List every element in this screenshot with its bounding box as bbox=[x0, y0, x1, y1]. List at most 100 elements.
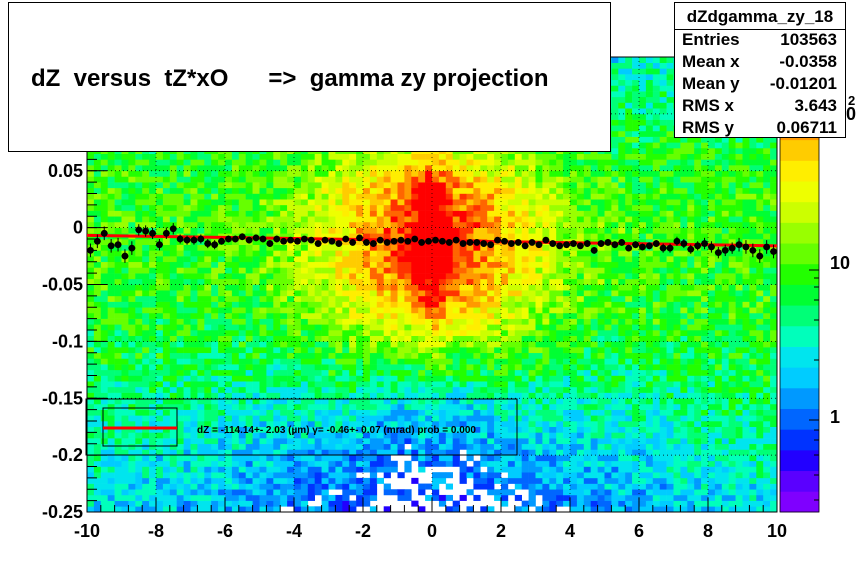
heatmap-cell bbox=[287, 159, 295, 166]
heatmap-cell bbox=[501, 330, 509, 336]
heatmap-cell bbox=[273, 483, 281, 490]
heatmap-cell bbox=[494, 455, 502, 462]
heatmap-cell bbox=[349, 438, 357, 445]
heatmap-cell bbox=[100, 193, 108, 200]
heatmap-cell bbox=[156, 295, 164, 302]
heatmap-cell bbox=[404, 176, 412, 183]
heatmap-cell bbox=[432, 426, 440, 433]
heatmap-cell bbox=[259, 426, 267, 433]
heatmap-cell bbox=[487, 256, 495, 263]
heatmap-cell bbox=[238, 358, 246, 365]
heatmap-cell bbox=[397, 341, 405, 348]
heatmap-cell bbox=[356, 347, 364, 354]
heatmap-cell bbox=[287, 233, 295, 240]
heatmap-cell bbox=[114, 284, 122, 291]
heatmap-cell bbox=[507, 244, 516, 251]
heatmap-cell bbox=[300, 267, 309, 274]
heatmap-cell bbox=[418, 489, 426, 496]
heatmap-cell bbox=[93, 256, 102, 263]
heatmap-cell bbox=[87, 261, 95, 268]
heatmap-cell bbox=[204, 472, 212, 479]
heatmap-cell bbox=[93, 199, 102, 206]
heatmap-cell bbox=[473, 165, 481, 172]
heatmap-cell bbox=[87, 301, 95, 308]
heatmap-cell bbox=[397, 290, 405, 297]
heatmap-cell bbox=[156, 398, 164, 405]
heatmap-cell bbox=[397, 409, 405, 416]
heatmap-cell bbox=[404, 398, 412, 405]
heatmap-cell bbox=[183, 392, 191, 399]
heatmap-cell bbox=[183, 153, 191, 160]
heatmap-cell bbox=[211, 199, 219, 206]
heatmap-cell bbox=[100, 409, 108, 416]
heatmap-cell bbox=[294, 301, 302, 308]
heatmap-cell bbox=[307, 426, 315, 433]
heatmap-cell bbox=[218, 341, 226, 348]
heatmap-cell bbox=[376, 244, 384, 251]
heatmap-cell bbox=[183, 182, 191, 189]
heatmap-cell bbox=[383, 398, 391, 405]
heatmap-cell bbox=[445, 267, 453, 274]
heatmap-cell bbox=[135, 301, 143, 308]
heatmap-cell bbox=[321, 409, 329, 416]
heatmap-cell bbox=[266, 324, 274, 331]
heatmap-cell bbox=[452, 330, 460, 336]
heatmap-cell bbox=[521, 261, 529, 268]
heatmap-cell bbox=[376, 352, 384, 359]
heatmap-cell bbox=[390, 443, 398, 450]
heatmap-cell bbox=[328, 307, 336, 314]
heatmap-cell bbox=[114, 352, 122, 359]
heatmap-cell bbox=[162, 369, 171, 376]
heatmap-cell bbox=[280, 307, 288, 314]
heatmap-cell bbox=[397, 330, 405, 336]
heatmap-cell bbox=[218, 307, 226, 314]
heatmap-cell bbox=[438, 460, 447, 467]
heatmap-cell bbox=[280, 352, 288, 359]
heatmap-cell bbox=[156, 341, 164, 348]
heatmap-cell bbox=[321, 449, 329, 456]
heatmap-cell bbox=[376, 443, 384, 450]
heatmap-cell bbox=[473, 301, 481, 308]
heatmap-cell bbox=[494, 443, 502, 450]
heatmap-cell bbox=[487, 432, 495, 439]
heatmap-cell bbox=[259, 506, 267, 513]
heatmap-cell bbox=[466, 301, 474, 308]
heatmap-cell bbox=[231, 426, 240, 433]
heatmap-cell bbox=[93, 221, 102, 228]
heatmap-cell bbox=[225, 415, 233, 422]
heatmap-cell bbox=[507, 352, 516, 359]
heatmap-cell bbox=[363, 483, 371, 490]
heatmap-cell bbox=[156, 307, 164, 314]
heatmap-cell bbox=[266, 204, 274, 211]
heatmap-cell bbox=[266, 415, 274, 422]
heatmap-cell bbox=[432, 381, 440, 388]
heatmap-cell bbox=[128, 204, 136, 211]
heatmap-cell bbox=[438, 438, 447, 445]
heatmap-cell bbox=[521, 335, 529, 342]
heatmap-cell bbox=[252, 330, 260, 336]
heatmap-cell bbox=[280, 421, 288, 427]
heatmap-cell bbox=[425, 307, 433, 314]
heatmap-cell bbox=[135, 341, 143, 348]
heatmap-cell bbox=[404, 170, 412, 177]
heatmap-cell bbox=[252, 421, 260, 427]
heatmap-cell bbox=[397, 494, 405, 501]
heatmap-cell bbox=[218, 472, 226, 479]
heatmap-cell bbox=[149, 312, 157, 319]
heatmap-cell bbox=[231, 500, 240, 507]
heatmap-cell bbox=[501, 460, 509, 467]
heatmap-cell bbox=[390, 295, 398, 302]
heatmap-cell bbox=[466, 312, 474, 319]
heatmap-cell bbox=[507, 443, 516, 450]
heatmap-cell bbox=[142, 432, 150, 439]
heatmap-cell bbox=[142, 392, 150, 399]
heatmap-cell bbox=[521, 250, 529, 257]
heatmap-cell bbox=[259, 312, 267, 319]
heatmap-cell bbox=[507, 330, 516, 336]
heatmap-cell bbox=[149, 221, 157, 228]
heatmap-cell bbox=[404, 409, 412, 416]
heatmap-cell bbox=[128, 221, 136, 228]
heatmap-cell bbox=[87, 369, 95, 376]
heatmap-cell bbox=[383, 307, 391, 314]
heatmap-cell bbox=[190, 199, 198, 206]
